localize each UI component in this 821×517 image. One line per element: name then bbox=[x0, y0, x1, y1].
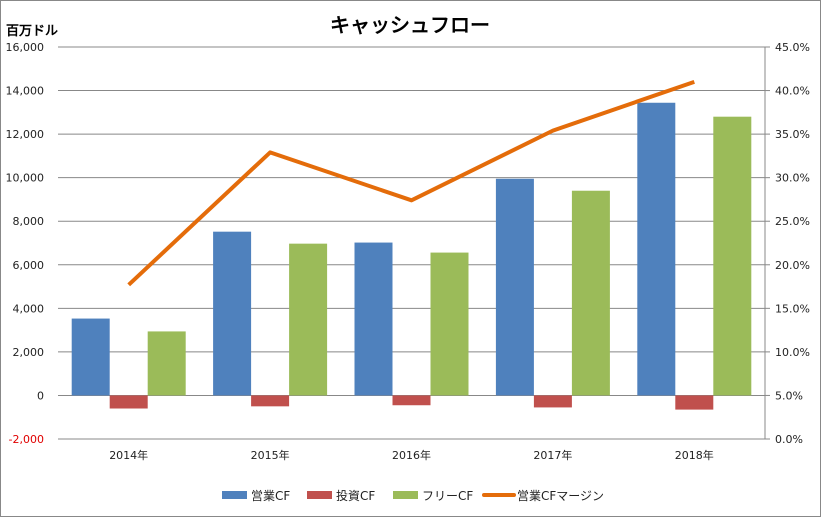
bar-投資CF-2014年 bbox=[109, 395, 148, 409]
bar-フリーCF-2014年 bbox=[147, 331, 186, 396]
bar-投資CF-2018年 bbox=[675, 395, 714, 410]
y-axis-label: 百万ドル bbox=[6, 24, 58, 39]
x-tick-label: 2018年 bbox=[675, 448, 714, 462]
legend-swatch bbox=[222, 491, 247, 499]
bar-フリーCF-2016年 bbox=[430, 252, 469, 396]
y-tick-label: 10,000 bbox=[6, 172, 45, 185]
y2-tick-label: 45.0% bbox=[775, 41, 810, 54]
y2-tick-label: 0.0% bbox=[775, 433, 803, 446]
chart-title: キャッシュフロー bbox=[330, 13, 490, 37]
bar-投資CF-2017年 bbox=[533, 395, 572, 408]
bar-フリーCF-2015年 bbox=[289, 243, 328, 396]
legend-label: 投資CF bbox=[336, 488, 375, 503]
x-tick-label: 2016年 bbox=[392, 448, 431, 462]
x-tick-label: 2014年 bbox=[109, 448, 148, 462]
bar-営業CF-2015年 bbox=[213, 231, 252, 396]
y-tick-label: 6,000 bbox=[13, 259, 45, 272]
y-tick-label: 4,000 bbox=[13, 302, 45, 315]
x-tick-label: 2017年 bbox=[533, 448, 572, 462]
y-tick-label: 8,000 bbox=[13, 215, 45, 228]
bar-フリーCF-2017年 bbox=[571, 190, 610, 396]
bar-営業CF-2014年 bbox=[71, 318, 110, 396]
y2-tick-label: 5.0% bbox=[775, 389, 803, 402]
y-tick-label: -2,000 bbox=[9, 433, 44, 446]
legend-label: 営業CFマージン bbox=[517, 489, 604, 503]
y-tick-label: 14,000 bbox=[6, 85, 45, 98]
y2-tick-label: 20.0% bbox=[775, 259, 810, 272]
bar-投資CF-2016年 bbox=[392, 395, 431, 406]
y2-tick-label: 10.0% bbox=[775, 346, 810, 359]
y2-tick-label: 40.0% bbox=[775, 85, 810, 98]
legend-item: 投資CF bbox=[307, 488, 375, 503]
bar-営業CF-2018年 bbox=[637, 102, 676, 396]
y2-tick-label: 30.0% bbox=[775, 172, 810, 185]
legend-label: フリーCF bbox=[422, 489, 473, 503]
legend-item: 営業CFマージン bbox=[482, 489, 604, 503]
bar-投資CF-2015年 bbox=[251, 395, 290, 407]
y-tick-label: 0 bbox=[37, 389, 44, 402]
bar-営業CF-2016年 bbox=[354, 242, 393, 396]
y-tick-label: 16,000 bbox=[6, 41, 45, 54]
y2-tick-label: 35.0% bbox=[775, 128, 810, 141]
x-tick-label: 2015年 bbox=[251, 448, 290, 462]
legend-swatch bbox=[393, 491, 418, 499]
legend-item: 営業CF bbox=[222, 489, 290, 503]
legend-swatch bbox=[307, 491, 332, 499]
bar-営業CF-2017年 bbox=[495, 178, 534, 396]
y-tick-label: 12,000 bbox=[6, 128, 45, 141]
y-tick-label: 2,000 bbox=[13, 346, 45, 359]
y2-tick-label: 25.0% bbox=[775, 215, 810, 228]
bar-フリーCF-2018年 bbox=[713, 116, 752, 396]
legend-label: 営業CF bbox=[251, 489, 290, 503]
y2-tick-label: 15.0% bbox=[775, 302, 810, 315]
legend-item: フリーCF bbox=[393, 489, 473, 503]
